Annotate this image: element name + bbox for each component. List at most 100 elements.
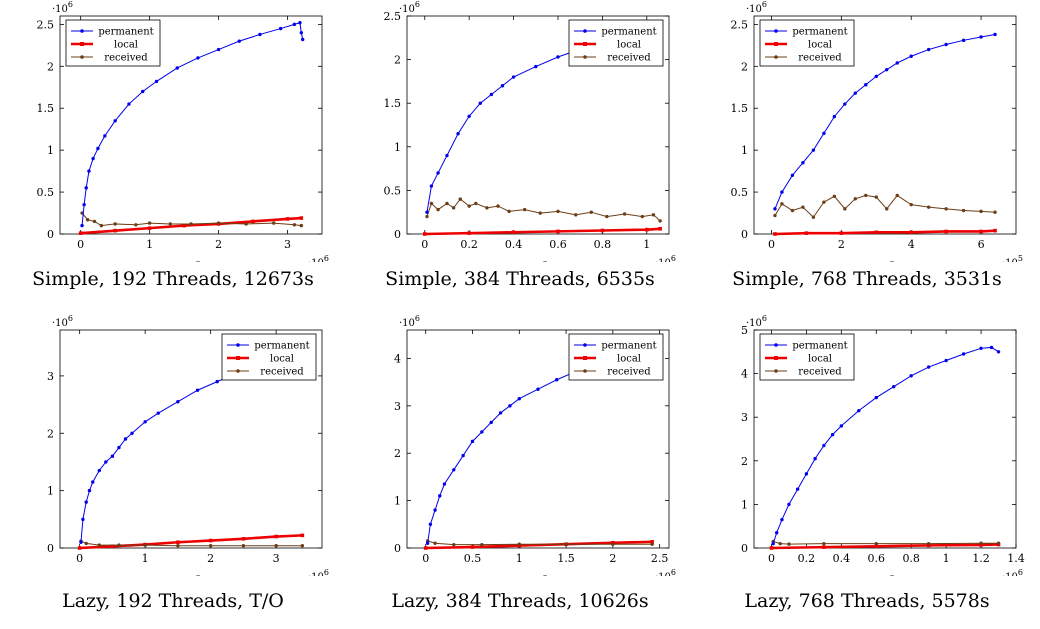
data-point (237, 39, 241, 43)
y-exponent-label: ·106 (746, 314, 767, 329)
series-line (427, 540, 653, 546)
data-point (811, 215, 816, 219)
data-point (274, 534, 278, 539)
series-local (422, 226, 662, 236)
chart-panel: 0 1 2 3 0 1 2 3 ·106 ·106 # conflicts permanent loca… (0, 314, 346, 628)
data-point (168, 222, 173, 226)
series-line (80, 540, 303, 547)
x-tick-label: 6 (978, 238, 985, 251)
data-point (773, 232, 777, 236)
x-tick-label: 2 (838, 238, 845, 251)
legend-marker (774, 55, 778, 59)
data-point (461, 453, 465, 458)
legend-label: received (104, 53, 148, 64)
y-exponent-label: ·106 (746, 0, 767, 15)
data-point (787, 542, 791, 546)
data-point (423, 546, 428, 550)
data-point (300, 37, 305, 42)
data-point (944, 207, 948, 211)
chart-svg: 0 1 2 3 0 1 2 3 ·106 ·106 # conflicts permanent loca… (47, 314, 329, 576)
data-point (961, 38, 966, 43)
data-point (944, 42, 948, 47)
data-point (241, 544, 246, 548)
data-point (429, 201, 434, 206)
chart-caption: Lazy, 768 Threads, 5578s (744, 590, 990, 612)
series-received (79, 539, 305, 548)
data-point (500, 84, 505, 88)
data-point (822, 541, 826, 546)
data-point (787, 502, 791, 507)
data-point (425, 210, 429, 214)
data-point (926, 205, 931, 209)
legend-label: local (808, 40, 832, 51)
x-tick-label: 3 (284, 238, 291, 251)
x-tick-label: 0 (768, 238, 775, 251)
data-point (298, 21, 302, 25)
data-point (182, 223, 186, 228)
data-point (300, 533, 305, 538)
data-point (92, 219, 97, 224)
legend-label: permanent (601, 27, 656, 38)
data-point (511, 75, 516, 79)
data-point (208, 544, 213, 548)
data-point (189, 222, 193, 226)
data-point (853, 197, 858, 201)
chart-caption: Simple, 192 Threads, 12673s (32, 268, 314, 290)
data-point (85, 218, 90, 222)
data-point (84, 186, 88, 190)
y-tick-label: 0 (741, 228, 748, 241)
data-point (839, 231, 844, 235)
y-tick-label: 4 (741, 368, 748, 381)
legend: permanent local received (759, 333, 855, 381)
data-point (87, 488, 92, 493)
data-point (771, 541, 775, 546)
data-point (84, 500, 88, 504)
data-point (944, 229, 948, 234)
legend-label: received (798, 367, 842, 378)
data-point (864, 193, 868, 198)
x-tick-label: 1 (516, 552, 523, 565)
data-point (134, 223, 138, 227)
data-point (299, 223, 304, 228)
data-point (832, 114, 837, 119)
data-point (538, 211, 542, 215)
data-point (556, 229, 560, 234)
legend-marker (774, 369, 778, 373)
data-point (961, 352, 966, 356)
legend-marker (583, 356, 587, 360)
legend-marker (236, 369, 240, 373)
data-point (885, 207, 889, 211)
x-tick-label: 1 (643, 238, 650, 251)
y-tick-label: 1 (47, 485, 54, 498)
data-point (874, 541, 878, 546)
data-point (113, 228, 117, 233)
data-point (113, 222, 117, 226)
y-tick-label: 3 (741, 411, 748, 424)
data-point (292, 223, 297, 227)
data-point (822, 131, 826, 136)
data-point (926, 47, 931, 52)
data-point (790, 208, 795, 213)
data-point (123, 437, 128, 441)
data-point (498, 411, 503, 415)
data-point (467, 114, 471, 118)
x-tick-label: 0 (768, 552, 775, 565)
data-point (451, 206, 456, 210)
y-tick-label: 0 (741, 542, 748, 555)
x-axis-label: # conflicts (161, 574, 221, 576)
data-point (429, 184, 434, 188)
y-tick-label: 1.5 (384, 97, 402, 110)
series-line (424, 227, 661, 236)
data-point (467, 204, 471, 208)
data-point (96, 146, 100, 151)
data-point (926, 541, 931, 546)
data-point (452, 468, 456, 472)
series-line (773, 540, 999, 545)
data-point (801, 161, 805, 165)
data-point (77, 546, 82, 550)
x-tick-label: 0.8 (902, 552, 920, 565)
series-line (772, 346, 999, 544)
legend-marker (583, 343, 587, 347)
chart-panel: 0 1 2 3 0 0.5 1 1.5 2 2.5 ·106 ·106 # conflicts perma… (0, 0, 346, 314)
